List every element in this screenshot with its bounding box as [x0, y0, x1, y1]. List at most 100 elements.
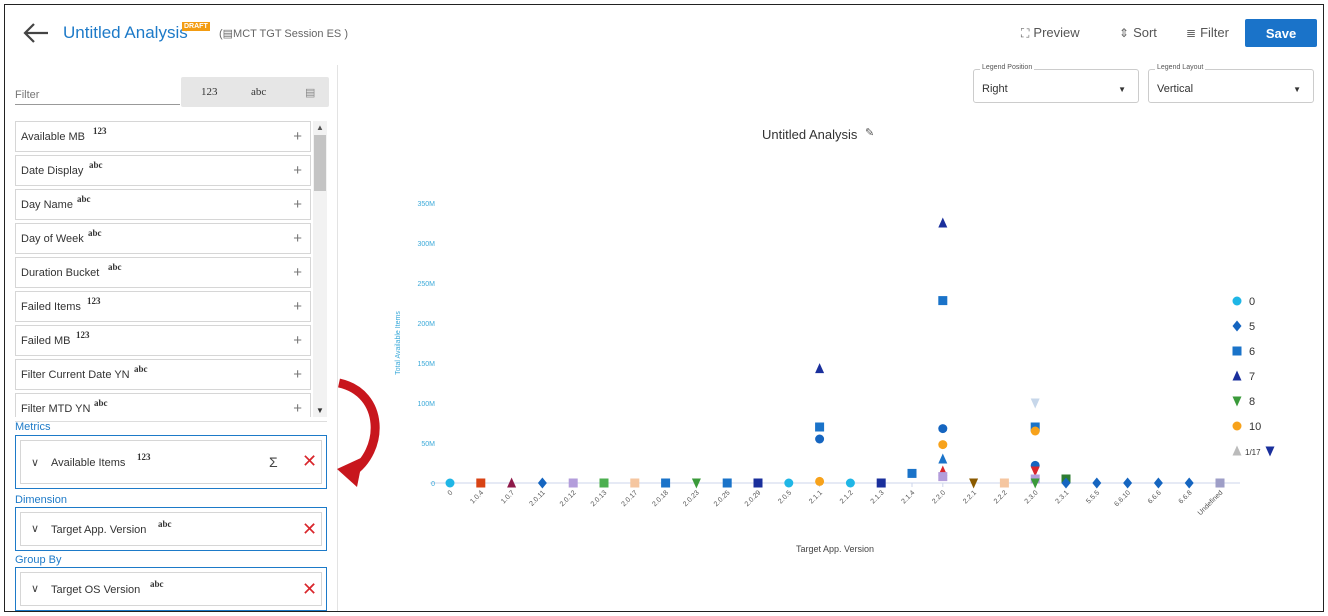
add-field-icon[interactable]: +: [293, 128, 302, 145]
y-tick-label: 350M: [417, 201, 435, 208]
session-name: (▤MCT TGT Session ES ): [219, 28, 348, 40]
remove-dimension-icon[interactable]: ✕: [302, 519, 318, 539]
text-type-toggle[interactable]: abc: [251, 86, 267, 98]
chevron-down-icon[interactable]: ∨: [31, 583, 40, 595]
data-point: [753, 478, 763, 488]
add-field-icon[interactable]: +: [293, 162, 302, 179]
analysis-title[interactable]: Untitled Analysis: [63, 23, 188, 42]
x-tick-label: 2.1.1: [808, 489, 824, 505]
x-tick-label: 2.1.3: [870, 489, 886, 505]
add-field-icon[interactable]: +: [293, 400, 302, 417]
chevron-down-icon[interactable]: ∨: [31, 523, 40, 535]
add-field-icon[interactable]: +: [293, 230, 302, 247]
sort-button[interactable]: ⇕ Sort: [1119, 25, 1157, 40]
chart-title: Untitled Analysis: [762, 127, 858, 142]
field-item[interactable]: Day of Week abc +: [15, 223, 311, 254]
field-filter-input[interactable]: [15, 79, 180, 105]
draft-badge: DRAFT: [182, 22, 210, 31]
back-arrow-icon[interactable]: [21, 19, 51, 47]
data-point-series-5: [1184, 477, 1194, 489]
legend-page: 1/17: [1245, 448, 1261, 457]
legend-marker: [1232, 296, 1242, 306]
data-point-series-5: [1092, 477, 1102, 489]
sigma-icon[interactable]: Σ: [269, 454, 278, 470]
field-item[interactable]: Filter MTD YN abc +: [15, 393, 311, 417]
save-button[interactable]: Save: [1245, 19, 1317, 47]
dimension-slot: ∨ Target App. Version abc ✕: [15, 507, 327, 551]
group-by-item[interactable]: ∨ Target OS Version abc ✕: [20, 572, 322, 606]
field-name: Duration Bucket: [21, 267, 100, 279]
add-field-icon[interactable]: +: [293, 196, 302, 213]
field-type: abc: [94, 398, 108, 408]
legend-position-label: Legend Position: [980, 64, 1035, 71]
pencil-icon[interactable]: ✎: [865, 127, 875, 139]
data-point-series-10: [938, 440, 948, 450]
date-type-icon[interactable]: ▤: [305, 87, 316, 99]
x-tick-label: 2.2.0: [931, 489, 947, 505]
data-point: [1215, 478, 1225, 488]
y-tick-label: 100M: [417, 401, 435, 408]
scrollbar-thumb[interactable]: [314, 135, 326, 191]
filter-button[interactable]: ≣ Filter: [1186, 25, 1229, 40]
field-type: 123: [87, 296, 101, 306]
scroll-up-icon[interactable]: ▲: [316, 123, 324, 132]
numeric-type-toggle[interactable]: 123: [201, 86, 218, 98]
field-item[interactable]: Failed MB 123 +: [15, 325, 311, 356]
x-tick-label: 6.6.8: [1178, 489, 1194, 505]
remove-metric-icon[interactable]: ✕: [302, 451, 318, 471]
data-point-series-6: [815, 422, 825, 432]
add-field-icon[interactable]: +: [293, 332, 302, 349]
data-point-series-5: [1061, 477, 1071, 489]
add-field-icon[interactable]: +: [293, 298, 302, 315]
field-item[interactable]: Available MB 123 +: [15, 121, 311, 152]
legend-layout-value: Vertical: [1157, 83, 1194, 95]
legend-marker: [1232, 370, 1242, 381]
x-tick-label: 6.6.6: [1147, 489, 1163, 505]
legend-marker: [1232, 346, 1242, 356]
field-item[interactable]: Filter Current Date YN abc +: [15, 359, 311, 390]
field-type: 123: [76, 330, 90, 340]
data-point: [1030, 466, 1040, 477]
legend-position-select[interactable]: Legend Position Right ▼: [973, 64, 1139, 103]
field-item[interactable]: Failed Items 123 +: [15, 291, 311, 322]
field-item[interactable]: Date Display abc +: [15, 155, 311, 186]
legend-marker: [1232, 396, 1242, 407]
field-type-toggle: 123 abc ▤: [181, 77, 329, 107]
dimension-name: Target App. Version: [51, 524, 147, 536]
app-frame: Untitled Analysis DRAFT (▤MCT TGT Sessio…: [4, 4, 1324, 612]
annotation-arrow: [337, 378, 380, 487]
chevron-down-icon[interactable]: ∨: [31, 457, 40, 469]
field-panel: 123 abc ▤ Available MB 123 + Date Display ab…: [5, 65, 338, 611]
field-type: 123: [93, 126, 107, 136]
add-field-icon[interactable]: +: [293, 264, 302, 281]
metric-item[interactable]: ∨ Available Items 123 Σ ✕: [20, 440, 322, 484]
x-tick-label: 2.2.1: [962, 489, 978, 505]
remove-group-by-icon[interactable]: ✕: [302, 579, 318, 599]
metric-name: Available Items: [51, 457, 126, 469]
x-tick-label: 2.3.0: [1024, 489, 1040, 505]
x-axis-label: Target App. Version: [796, 544, 874, 554]
x-tick-label: 0: [447, 489, 455, 497]
legend-layout-select[interactable]: Legend Layout Vertical ▼: [1148, 64, 1314, 103]
x-tick-label: 2.0.23: [682, 489, 701, 508]
dimension-item[interactable]: ∨ Target App. Version abc ✕: [20, 512, 322, 546]
y-tick-label: 300M: [417, 241, 435, 248]
add-field-icon[interactable]: +: [293, 366, 302, 383]
field-name: Date Display: [21, 165, 84, 177]
field-list-scrollbar[interactable]: ▲ ▼: [313, 121, 327, 417]
preview-button[interactable]: ⛶ Preview: [1021, 25, 1080, 41]
scroll-down-icon[interactable]: ▼: [316, 406, 324, 415]
data-point-series-5: [537, 477, 547, 489]
legend-label: 8: [1249, 396, 1255, 408]
field-item[interactable]: Duration Bucket abc +: [15, 257, 311, 288]
x-tick-label: 2.0.5: [777, 489, 793, 505]
field-item[interactable]: Day Name abc +: [15, 189, 311, 220]
data-point-series-10: [1030, 426, 1040, 436]
group-by-type: abc: [150, 579, 164, 589]
group-by-slot: ∨ Target OS Version abc ✕: [15, 567, 327, 611]
legend-marker: [1232, 421, 1242, 431]
y-axis-label: Total Available Items: [395, 311, 402, 375]
x-tick-label: 2.0.29: [744, 489, 763, 508]
y-tick-label: 50M: [421, 441, 435, 448]
legend-prev-icon: [1232, 445, 1242, 456]
